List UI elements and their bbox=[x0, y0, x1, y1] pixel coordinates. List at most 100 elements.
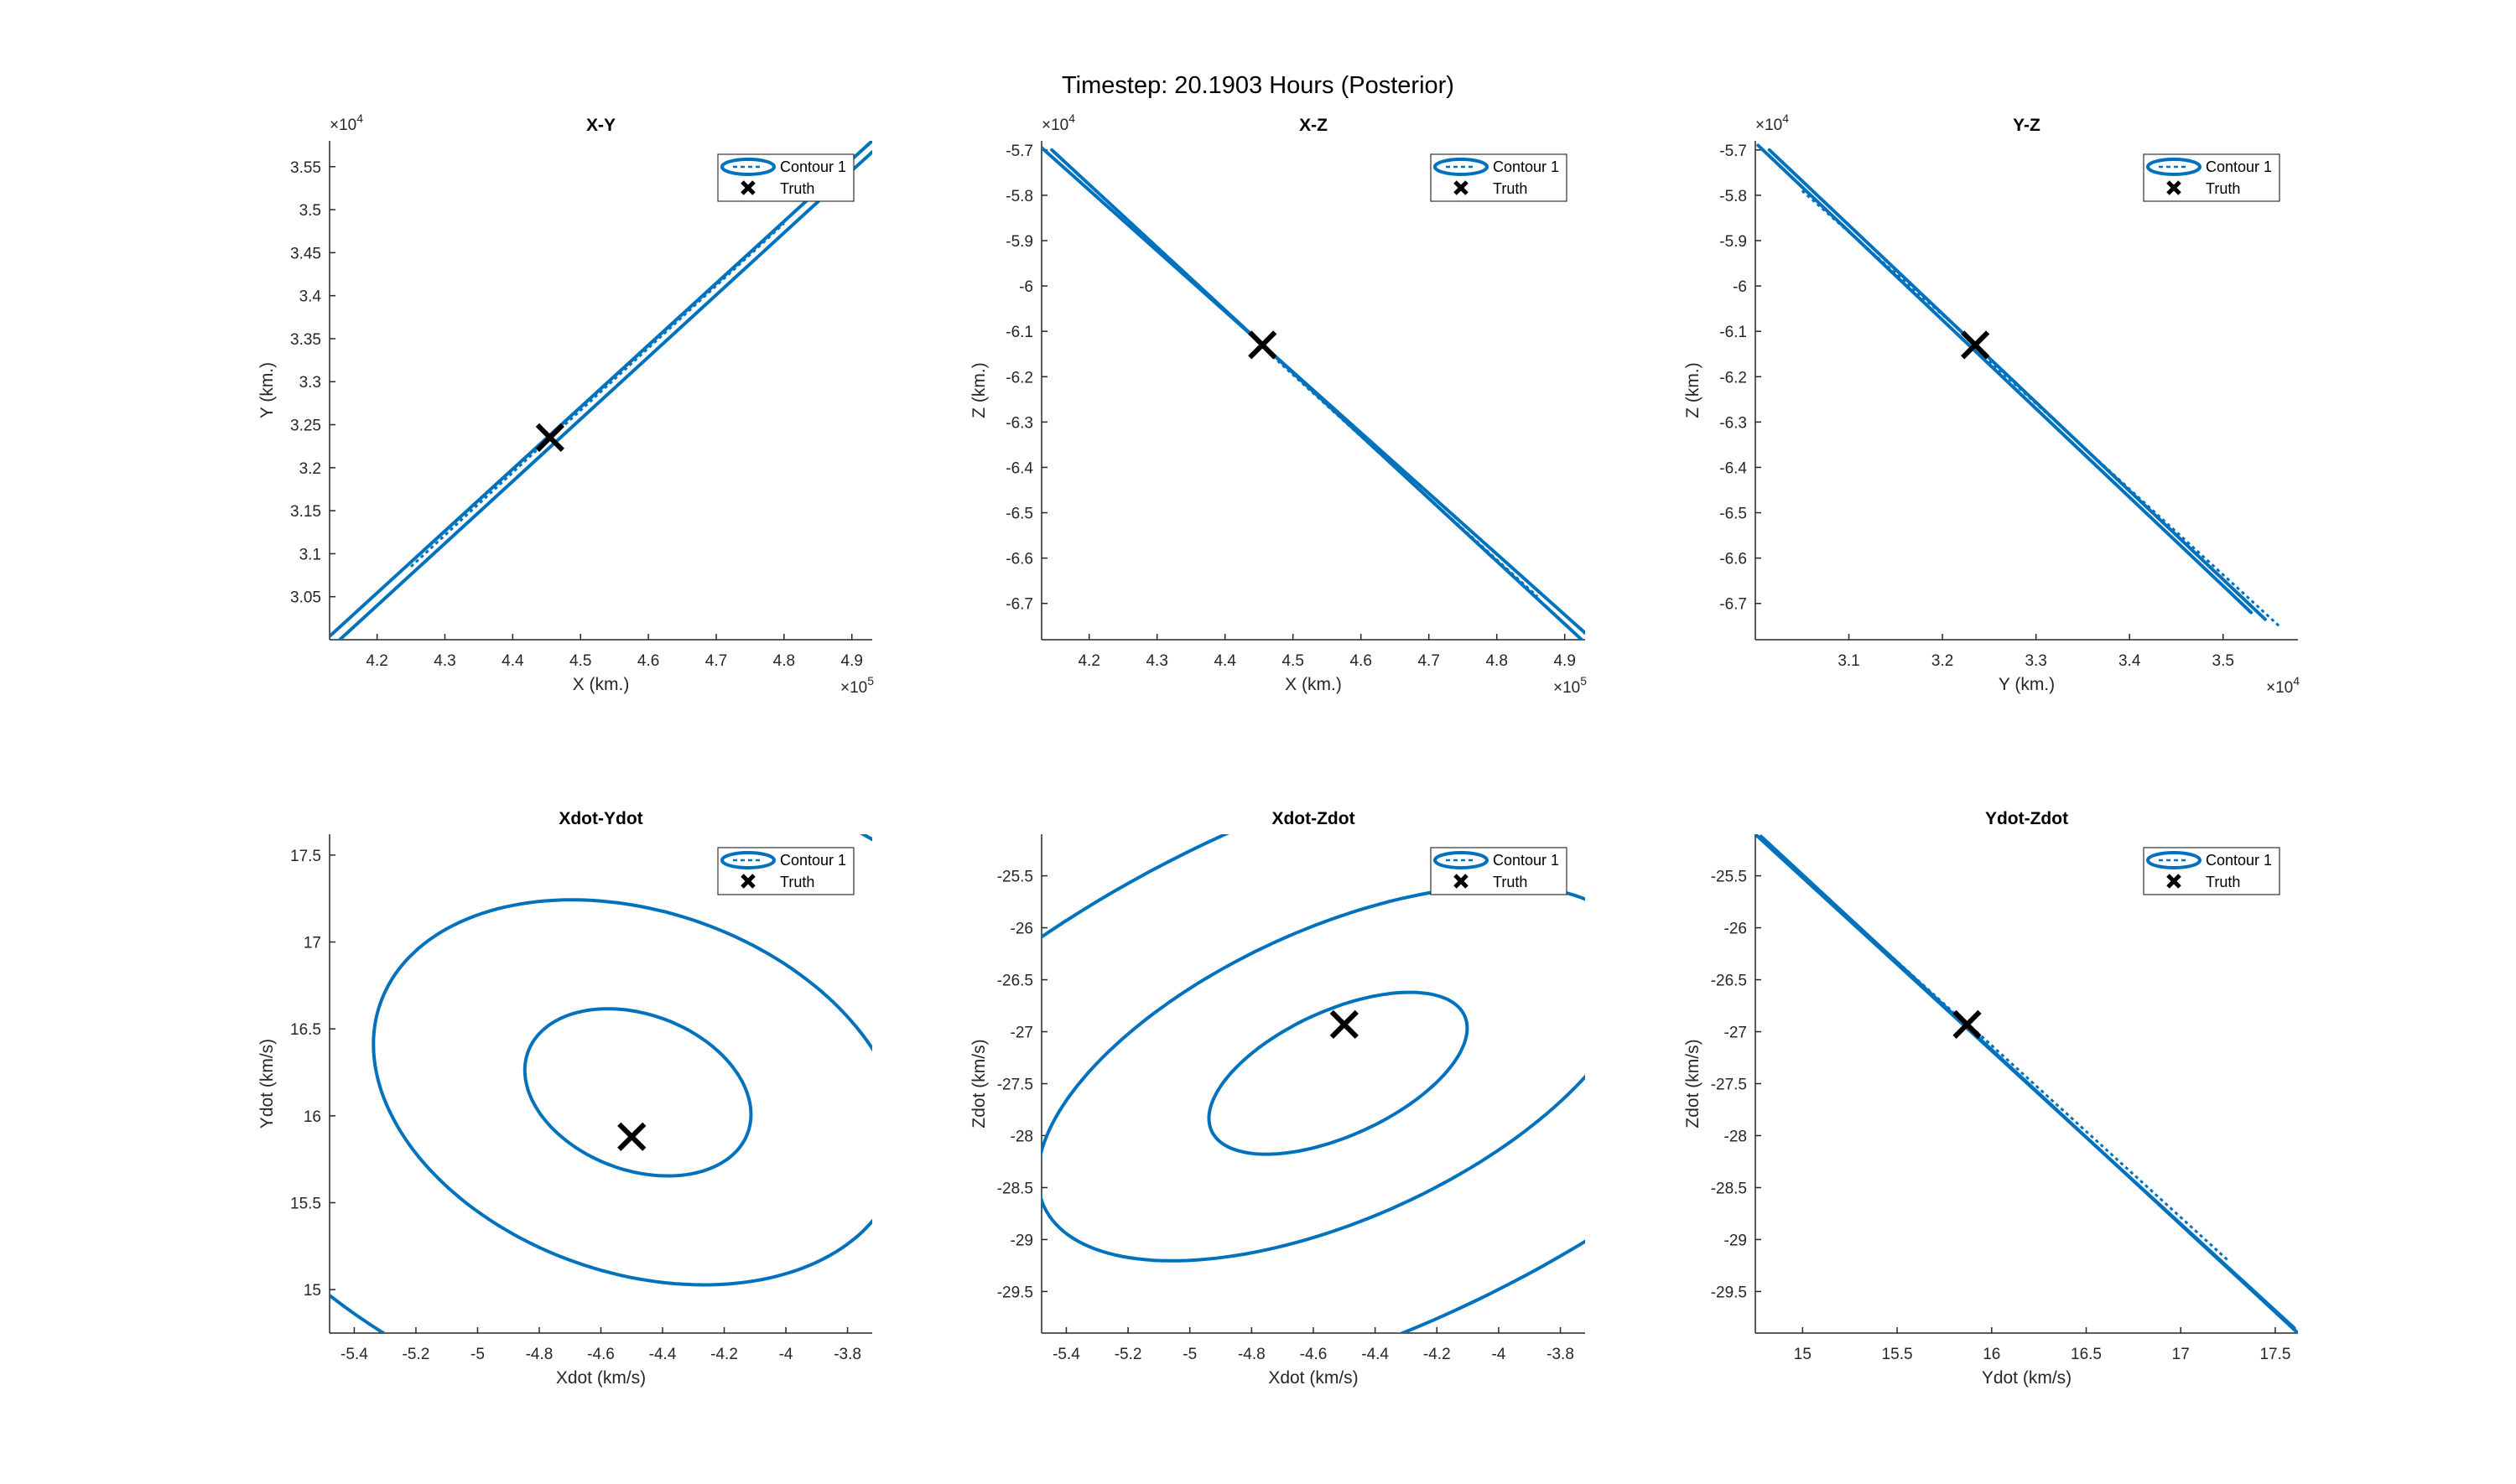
truth-marker bbox=[1952, 1009, 1982, 1039]
x-axis-label: Xdot (km/s) bbox=[1268, 1368, 1358, 1388]
x-tick-label: 3.4 bbox=[2118, 652, 2141, 670]
contour-legend-ellipse bbox=[1433, 851, 1489, 869]
x-tick-label: 15.5 bbox=[1882, 1346, 1913, 1363]
x-tick-label: 17 bbox=[2172, 1346, 2190, 1363]
y-tick-label: -25.5 bbox=[997, 869, 1033, 886]
x-tick-label: 4.4 bbox=[502, 652, 524, 670]
legend-box bbox=[2143, 847, 2280, 895]
x-tick-label: 4.8 bbox=[1485, 652, 1507, 670]
y-tick-label: -6.3 bbox=[1006, 414, 1033, 432]
subplot-xdot-ydot: -5.4 -5.2 -5 -4.8 -4.6 -4.4 -4.2 -4 -3.8 15 15.5 16… bbox=[257, 809, 872, 1388]
y-tick-label: -6.7 bbox=[1719, 596, 1747, 614]
y-tick-label: -6.4 bbox=[1006, 459, 1033, 477]
legend-label-truth: Truth bbox=[2206, 874, 2240, 890]
x-axis-label: Y (km.) bbox=[1999, 675, 2055, 694]
contour-legend-icon bbox=[1433, 851, 1489, 869]
x-tick-label: 4.5 bbox=[569, 652, 591, 670]
y-tick-label: -27.5 bbox=[1711, 1077, 1747, 1094]
x-tick-label: -4 bbox=[779, 1346, 793, 1363]
legend: Contour 1 Truth bbox=[1430, 847, 1567, 895]
x-tick-label: -5 bbox=[1183, 1346, 1197, 1363]
x-tick-label: -4.4 bbox=[1361, 1346, 1389, 1363]
y-tick-label: 15.5 bbox=[290, 1196, 321, 1213]
y-tick-label: -29 bbox=[1011, 1232, 1033, 1249]
y-tick-label: -26.5 bbox=[1711, 973, 1747, 990]
y-tick-label: -28 bbox=[1011, 1128, 1033, 1145]
x-tick-label: 3.3 bbox=[2025, 652, 2046, 670]
y-tick-label: 3.35 bbox=[290, 331, 321, 349]
truth-legend-stroke bbox=[741, 874, 756, 889]
plot-area bbox=[1756, 143, 2280, 627]
y-tick-label: -29.5 bbox=[997, 1284, 1033, 1301]
y-tick-label: 3.1 bbox=[299, 546, 321, 563]
x-tick-label: -5.2 bbox=[403, 1346, 430, 1363]
y-tick-label: -6.5 bbox=[1719, 506, 1747, 523]
truth-marker bbox=[1329, 1009, 1359, 1039]
x-tick-label: 4.7 bbox=[1417, 652, 1439, 670]
x-tick-label: -5.2 bbox=[1115, 1346, 1142, 1363]
contour-legend-icon bbox=[1433, 158, 1489, 176]
x-tick-label: 3.2 bbox=[1931, 652, 1953, 670]
truth-marker bbox=[535, 423, 564, 453]
truth-legend-icon bbox=[741, 874, 756, 889]
y-tick-label: 3.55 bbox=[290, 159, 321, 177]
y-tick-label: -25.5 bbox=[1711, 869, 1747, 886]
y-tick-label: -27 bbox=[1011, 1025, 1033, 1042]
legend-label-truth: Truth bbox=[780, 180, 814, 197]
y-tick-label: -27.5 bbox=[997, 1077, 1033, 1094]
y-tick-label: -5.8 bbox=[1006, 188, 1033, 205]
y-tick-label: -27 bbox=[1724, 1025, 1747, 1042]
legend-label-contour: Contour 1 bbox=[780, 852, 846, 869]
contour-dotted-segment bbox=[1988, 360, 2280, 627]
legend-box bbox=[717, 153, 855, 202]
y-tick-label: -5.7 bbox=[1719, 143, 1747, 160]
truth-legend-stroke bbox=[2166, 180, 2181, 195]
subplot-xdot-zdot: -5.4 -5.2 -5 -4.8 -4.6 -4.4 -4.2 -4 -3.8 -29.5 -29… bbox=[969, 809, 1585, 1388]
legend: Contour 1 Truth bbox=[2143, 847, 2280, 895]
truth-marker-stroke bbox=[1961, 330, 1990, 360]
y-tick-label: -6.4 bbox=[1719, 459, 1747, 477]
legend-label-contour: Contour 1 bbox=[1493, 158, 1559, 175]
y-tick-label: -5.9 bbox=[1006, 233, 1033, 251]
x-tick-label: 4.4 bbox=[1214, 652, 1236, 670]
y-tick-label: 3.5 bbox=[299, 202, 321, 220]
legend-label-contour: Contour 1 bbox=[2206, 158, 2272, 175]
x-tick-label: 4.3 bbox=[434, 652, 455, 670]
y-tick-label: 16 bbox=[304, 1108, 321, 1126]
x-tick-label: 4.6 bbox=[1349, 652, 1371, 670]
plot-area bbox=[330, 141, 872, 640]
y-tick-label: 3.45 bbox=[290, 245, 321, 262]
plot-area bbox=[1755, 834, 2298, 1333]
subplot-title: Y-Z bbox=[2013, 116, 2040, 135]
contour-ellipse bbox=[1207, 990, 1469, 1156]
x-axis-label: Xdot (km/s) bbox=[556, 1368, 646, 1388]
y-tick-label: -28.5 bbox=[997, 1180, 1033, 1197]
legend-box bbox=[717, 847, 855, 895]
truth-legend-stroke bbox=[741, 180, 756, 195]
y-tick-label: 3.3 bbox=[299, 374, 321, 392]
x-tick-label: -4.2 bbox=[710, 1346, 738, 1363]
x-exponent-value: 5 bbox=[867, 674, 874, 688]
truth-marker-stroke bbox=[1329, 1009, 1359, 1039]
legend-label-truth: Truth bbox=[1493, 180, 1527, 197]
contour-dotted-segment bbox=[410, 439, 548, 568]
contour-legend-icon bbox=[2146, 851, 2202, 869]
y-tick-label: 17.5 bbox=[290, 848, 321, 865]
truth-legend-icon bbox=[741, 180, 756, 195]
x-tick-label: 4.7 bbox=[705, 652, 727, 670]
truth-marker-stroke bbox=[617, 1122, 647, 1151]
subplot-ydot-zdot: 15 15.5 16 16.5 17 17.5 -29.5 -29 -28.5 -28 -27.5 -… bbox=[1683, 809, 2298, 1388]
legend: Contour 1 Truth bbox=[717, 153, 855, 202]
x-tick-label: 4.9 bbox=[1553, 652, 1575, 670]
truth-legend-icon bbox=[2166, 874, 2181, 889]
contour-dotted-segment bbox=[1271, 355, 1539, 598]
contour-legend-icon bbox=[2146, 158, 2202, 176]
y-tick-label: -28 bbox=[1724, 1128, 1747, 1145]
x-exponent-label: ×105 bbox=[1553, 674, 1587, 697]
contour-dotted-segment bbox=[1142, 235, 1254, 337]
x-tick-label: 16 bbox=[1983, 1346, 2000, 1363]
truth-marker bbox=[617, 1122, 647, 1151]
y-tick-label: -6.1 bbox=[1719, 324, 1747, 341]
legend: Contour 1 Truth bbox=[2143, 153, 2280, 202]
y-tick-label: -6.7 bbox=[1006, 596, 1033, 614]
